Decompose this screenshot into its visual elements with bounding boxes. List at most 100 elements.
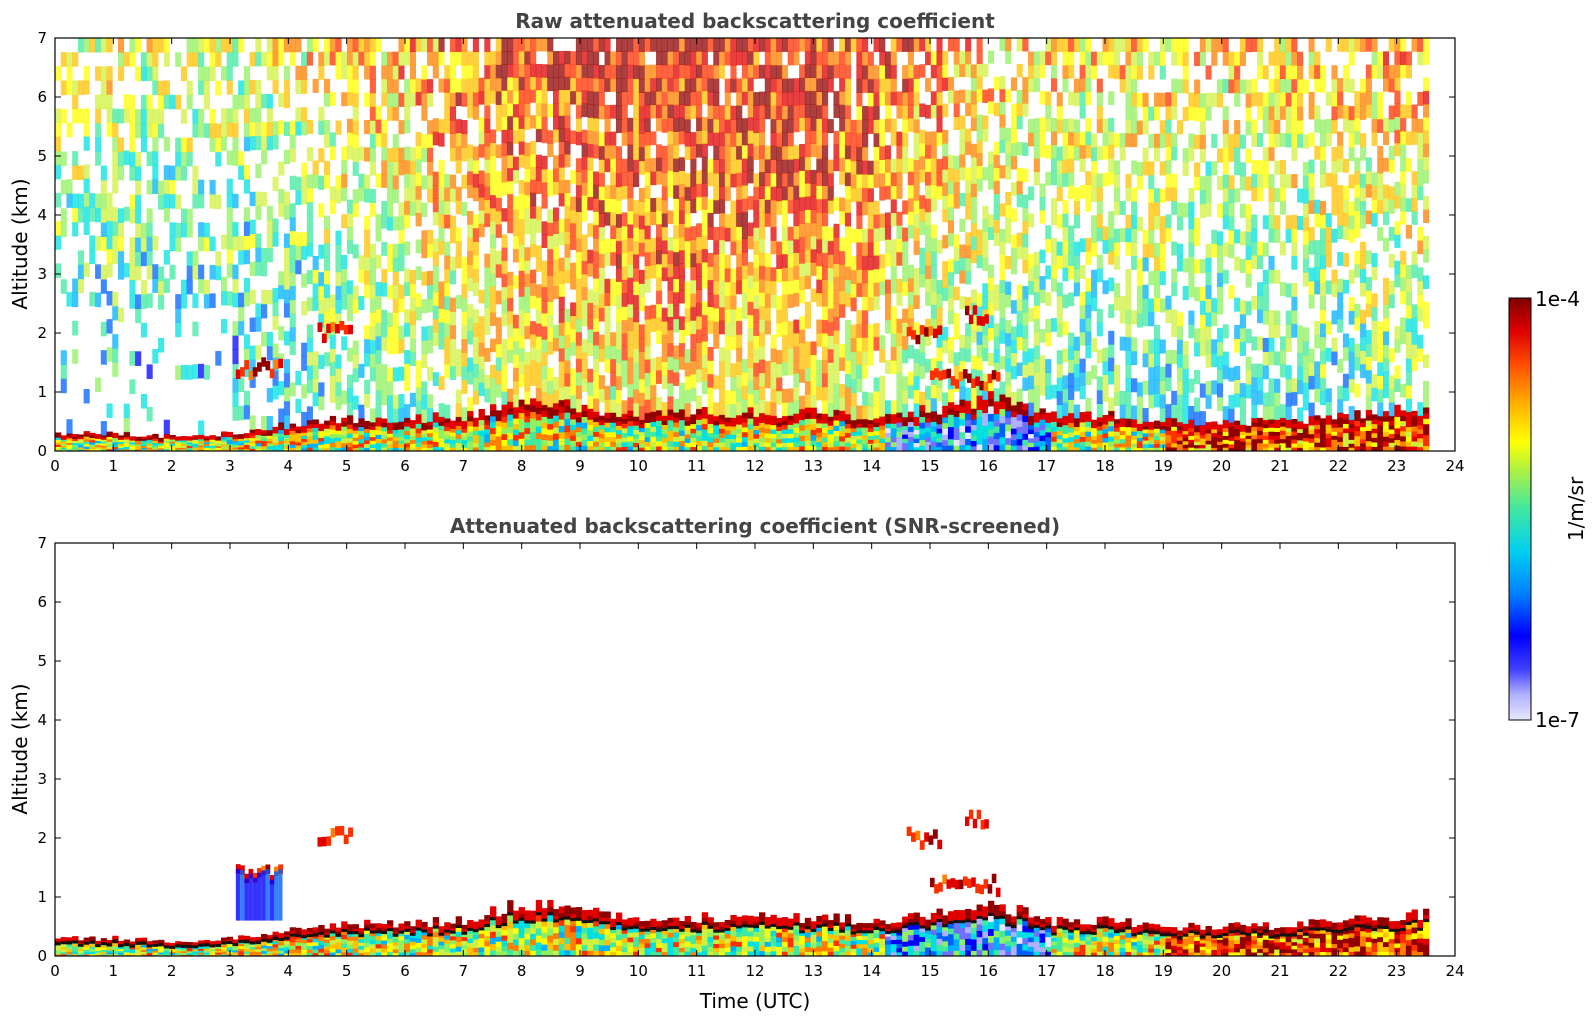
heat-cell: [478, 210, 485, 224]
heat-cell: [232, 438, 239, 442]
heat-cell: [106, 434, 113, 438]
heat-cell: [484, 415, 491, 421]
heat-cell: [535, 349, 542, 363]
heat-cell: [615, 240, 623, 255]
heat-cell: [953, 182, 960, 196]
heat-cell: [770, 213, 777, 228]
heat-cell: [736, 415, 743, 421]
heat-cell: [1033, 171, 1040, 186]
heat-cell: [1022, 421, 1029, 428]
heat-cell: [925, 131, 932, 146]
heat-cell: [913, 105, 920, 120]
heat-cell: [112, 441, 119, 445]
heat-cell: [747, 393, 754, 408]
heat-cell: [999, 356, 1006, 370]
heat-cell: [203, 436, 211, 439]
heat-cell: [839, 131, 846, 145]
heat-cell: [329, 388, 336, 403]
heat-cell: [312, 174, 319, 189]
heat-cell: [438, 159, 445, 174]
heat-cell: [684, 321, 691, 336]
heat-cell: [896, 225, 903, 239]
heat-cell: [650, 436, 657, 442]
heat-cell: [352, 65, 359, 80]
heat-cell: [741, 64, 748, 79]
heat-cell: [455, 438, 462, 444]
heat-cell: [398, 447, 405, 451]
heat-cell: [844, 252, 852, 267]
heat-cell: [741, 358, 748, 373]
heat-cell: [243, 94, 251, 109]
heat-cell: [736, 433, 743, 439]
heat-cell: [884, 145, 892, 160]
heat-cell: [776, 295, 783, 310]
heat-cell: [925, 198, 932, 213]
heat-cell: [587, 183, 594, 198]
heat-cell: [1085, 64, 1092, 79]
heat-cell: [873, 430, 880, 436]
heat-cell: [942, 51, 949, 65]
heat-cell: [1039, 130, 1046, 145]
heat-cell: [140, 137, 147, 153]
heat-cell: [1039, 51, 1046, 65]
heat-cell: [822, 225, 829, 240]
heat-cell: [621, 78, 628, 93]
heat-cell: [644, 131, 651, 146]
heat-cell: [398, 229, 405, 244]
heat-cell: [312, 443, 319, 448]
heat-cell: [106, 319, 113, 334]
heat-cell: [982, 425, 989, 433]
heat-cell: [1050, 278, 1058, 292]
heat-cell: [982, 205, 989, 220]
heat-cell: [409, 424, 417, 429]
heat-cell: [627, 420, 634, 427]
heat-cell: [770, 446, 777, 451]
heat-cell: [558, 231, 565, 246]
heat-cell: [856, 431, 863, 436]
heat-cell: [844, 279, 852, 294]
heat-cell: [524, 427, 531, 435]
heat-cell: [220, 443, 228, 447]
heat-cell: [180, 449, 188, 451]
heat-cell: [598, 199, 605, 214]
heat-cell: [507, 219, 514, 234]
heat-cell: [283, 434, 291, 438]
heat-cell: [232, 349, 239, 365]
heat-cell: [89, 439, 96, 443]
heat-cell: [558, 63, 565, 78]
heat-cell: [398, 65, 405, 80]
heat-cell: [386, 340, 394, 355]
heat-cell: [512, 77, 520, 92]
heat-cell: [324, 256, 331, 271]
heat-cell: [925, 238, 932, 253]
heat-cell: [615, 433, 623, 439]
heat-cell: [198, 278, 205, 294]
heat-cell: [518, 283, 525, 297]
heat-cell: [444, 92, 451, 107]
heat-cell: [890, 279, 897, 294]
heat-cell: [947, 414, 955, 421]
heat-cell: [1062, 388, 1069, 403]
heat-cell: [896, 238, 903, 253]
heat-cell: [324, 229, 331, 244]
heat-cell: [249, 437, 256, 441]
heat-cell: [661, 145, 668, 160]
heat-cell: [220, 136, 228, 151]
heat-cell: [467, 397, 474, 412]
heat-cell: [123, 436, 131, 440]
heat-cell: [518, 244, 525, 258]
heat-cell: [615, 429, 623, 435]
heat-cell: [238, 151, 245, 166]
heat-cell: [530, 89, 537, 103]
heat-cell: [959, 360, 966, 374]
heat-cell: [421, 326, 428, 341]
heat-cell: [266, 205, 273, 221]
heat-cell: [1010, 247, 1018, 262]
heat-cell: [650, 198, 657, 212]
heat-cell: [575, 118, 582, 132]
heat-cell: [123, 434, 131, 438]
heat-cell: [524, 286, 531, 300]
heat-cell: [117, 108, 125, 124]
heat-cell: [575, 171, 582, 186]
heat-cell: [839, 264, 846, 278]
